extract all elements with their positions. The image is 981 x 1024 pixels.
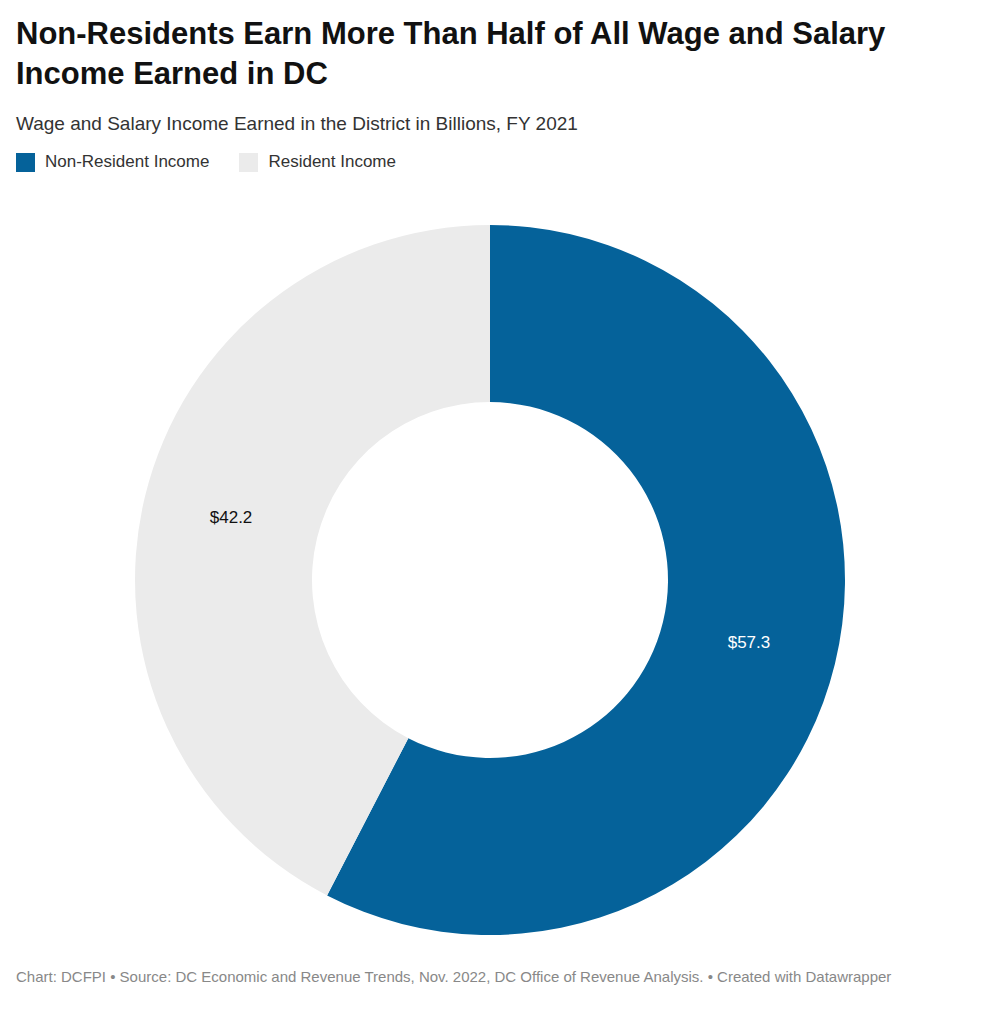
legend-label: Resident Income <box>268 152 396 172</box>
legend-swatch <box>239 153 258 172</box>
legend: Non-Resident Income Resident Income <box>16 152 426 172</box>
legend-label: Non-Resident Income <box>45 152 209 172</box>
title: Non-Residents Earn More Than Half of All… <box>16 14 966 94</box>
data-label: $42.2 <box>210 508 253 527</box>
plot: $57.3 $42.2 <box>135 225 845 935</box>
slice <box>135 225 490 895</box>
data-labels: $57.3 $42.2 <box>210 508 770 653</box>
legend-swatch <box>16 153 35 172</box>
subtitle: Wage and Salary Income Earned in the Dis… <box>16 113 966 135</box>
legend-item: Non-Resident Income <box>16 152 209 172</box>
slices <box>135 225 845 935</box>
data-label: $57.3 <box>728 633 771 652</box>
source: Chart: DCFPI • Source: DC Economic and R… <box>16 966 956 987</box>
legend-item: Resident Income <box>239 152 396 172</box>
